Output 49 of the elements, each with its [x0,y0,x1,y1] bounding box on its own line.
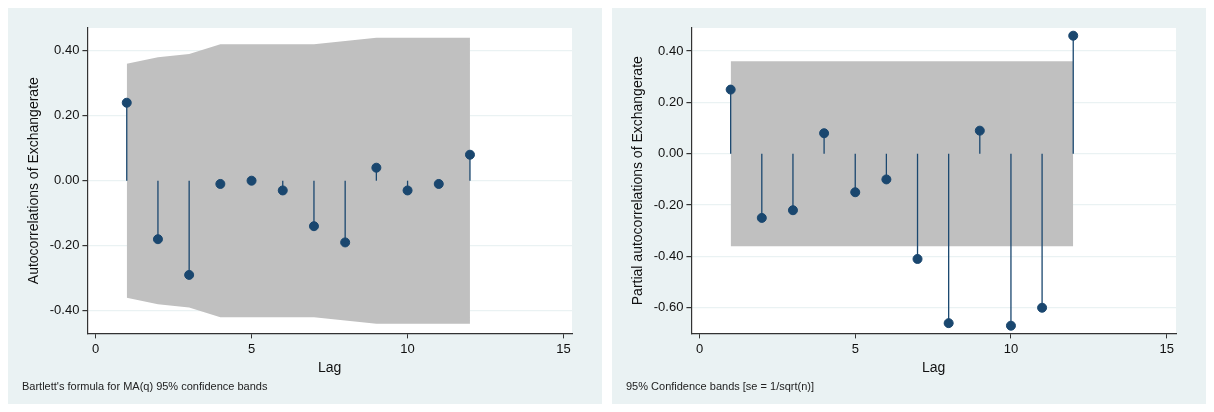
point [340,237,351,248]
y-tick-label: -0.20 [49,237,80,253]
x-tick-label: 10 [400,340,415,356]
x-tick-label: 0 [91,340,100,356]
y-axis-title: Partial autocorrelations of Exchangerate [629,55,646,306]
point [215,178,226,189]
x-tick-label: 5 [247,340,256,356]
point [464,149,475,160]
y-tick-label: -0.40 [653,247,684,263]
y-tick-label: 0.00 [54,172,80,188]
y-tick-label: -0.40 [49,302,80,318]
point [433,178,444,189]
x-tick-label: 10 [1003,340,1019,356]
point [881,174,892,185]
y-tick-label: 0.00 [658,145,684,161]
x-tick-label: 5 [851,340,859,356]
point [121,97,132,108]
point [725,84,736,95]
point [850,187,861,198]
x-axis-title: Lag [922,359,946,376]
point [819,128,830,139]
point [246,175,257,186]
x-tick-label: 15 [556,340,571,356]
point [756,212,767,223]
y-tick-label: 0.20 [54,107,80,123]
point [277,185,288,196]
text: 95% Confidence bands [se = 1/sqrt(n)] [626,380,815,393]
point [402,185,413,196]
point [974,125,985,136]
point [184,269,195,280]
point [787,205,798,216]
x-tick-label: 15 [1159,340,1174,356]
y-tick-label: 0.20 [658,94,684,109]
y-tick-label: 0.40 [658,42,684,58]
y-axis-title: Autocorrelations of Exchangerate [25,76,42,285]
point [1068,30,1079,41]
point [152,234,163,245]
point [912,253,923,264]
text: Bartlett's formula for MA(q) 95% confidence bands [22,380,268,393]
point [1005,320,1016,331]
y-tick-label: 0.40 [54,42,80,58]
point [308,221,319,232]
y-tick-label: -0.20 [653,196,684,212]
point [943,318,954,329]
point [1037,302,1048,313]
point [371,162,382,173]
x-axis-title: Lag [318,359,342,376]
y-tick-label: -0.60 [653,299,684,315]
x-tick-label: 0 [695,340,704,356]
